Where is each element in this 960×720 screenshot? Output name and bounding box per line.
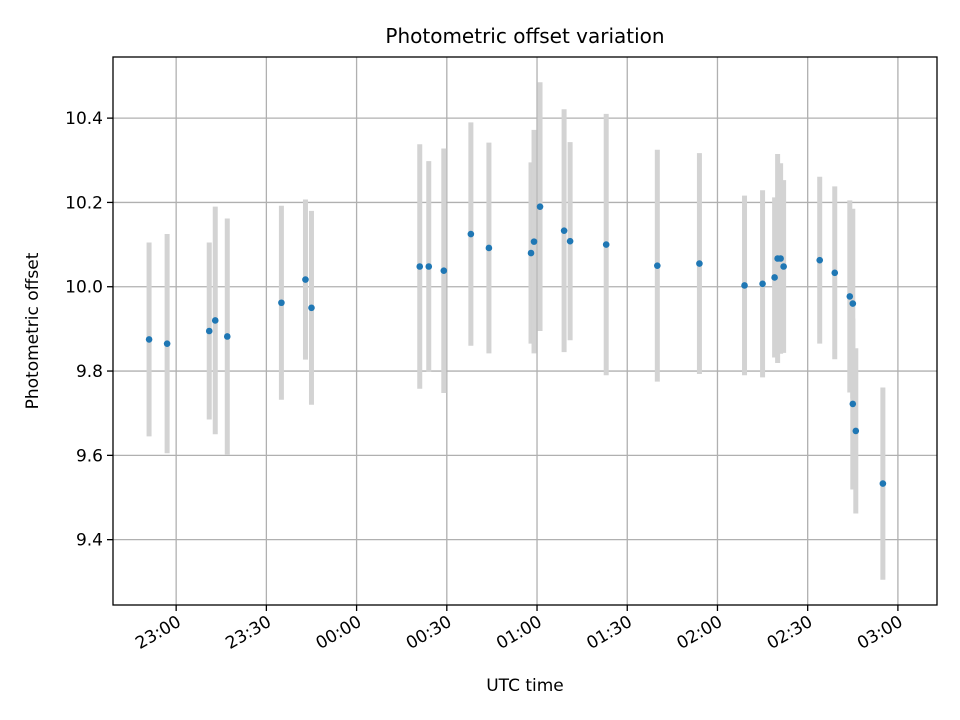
data-point: [849, 300, 857, 307]
data-point: [879, 480, 887, 487]
data-point: [530, 238, 538, 245]
data-point: [771, 274, 778, 281]
x-tick-label: 02:00: [674, 612, 726, 654]
x-tick-label: 23:00: [132, 612, 184, 654]
x-tick-label: 23:30: [222, 612, 274, 654]
data-point: [302, 276, 309, 283]
chart-title: Photometric offset variation: [385, 24, 664, 48]
y-tick-label: 9.8: [76, 362, 103, 382]
x-tick-label: 02:30: [764, 612, 816, 654]
data-point: [205, 327, 213, 335]
data-point: [777, 255, 784, 262]
data-points: [145, 203, 887, 487]
x-axis-title: UTC time: [486, 676, 564, 696]
y-tick-label: 9.4: [76, 531, 103, 551]
x-tick-label: 03:00: [854, 612, 906, 654]
data-point: [560, 227, 568, 234]
data-point: [416, 263, 424, 270]
x-tick-label: 00:00: [313, 612, 365, 654]
x-tick-label: 00:30: [403, 612, 455, 654]
data-point: [536, 203, 544, 210]
data-point: [308, 304, 315, 312]
grid-lines: [113, 57, 937, 605]
data-point: [602, 241, 610, 248]
plot-frame: [112, 56, 938, 606]
x-tick-label: 01:30: [583, 612, 635, 654]
data-point: [211, 317, 219, 324]
data-point: [566, 237, 574, 245]
data-point: [696, 260, 703, 267]
data-point: [849, 400, 857, 408]
x-axis-ticks: 23:00 23:30 00:00 00:30 01:00 01:30 02:00 02:30…: [132, 605, 906, 654]
y-tick-label: 10.4: [65, 109, 103, 129]
y-tick-label: 10.2: [65, 193, 103, 213]
data-point: [780, 263, 787, 270]
x-tick-label: 01:00: [493, 612, 545, 654]
data-point: [145, 336, 153, 343]
data-point: [759, 280, 766, 288]
data-point: [852, 427, 860, 435]
data-point: [485, 244, 493, 252]
error-bars: [146, 82, 886, 580]
data-point: [425, 263, 433, 270]
data-point: [527, 249, 535, 257]
y-axis-ticks: 9.4 9.6 9.8 10.0 10.2 10.4: [65, 109, 113, 551]
y-tick-label: 10.0: [65, 278, 103, 298]
data-point: [816, 256, 824, 264]
data-point: [440, 267, 448, 275]
data-point: [278, 299, 285, 307]
data-point: [831, 269, 839, 277]
data-point: [467, 230, 475, 238]
data-point: [741, 282, 748, 289]
data-point: [654, 262, 661, 269]
y-axis-title: Photometric offset: [23, 252, 43, 409]
y-tick-label: 9.6: [76, 446, 103, 466]
data-point: [223, 333, 231, 340]
data-point: [846, 293, 854, 300]
data-point: [163, 340, 171, 347]
